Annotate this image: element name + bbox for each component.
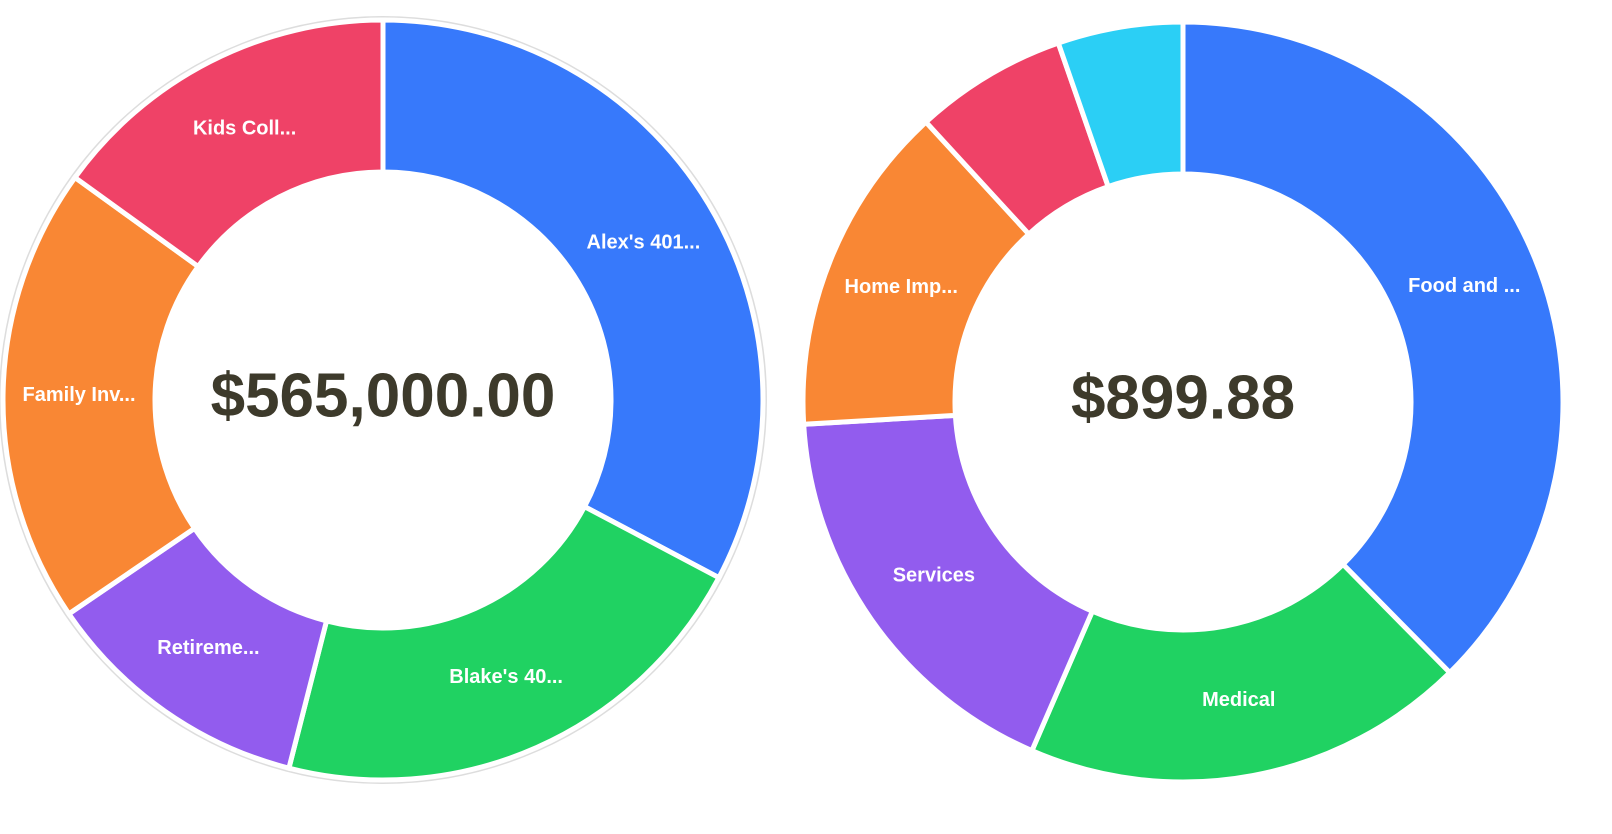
segment-label: Home Imp... <box>845 276 958 298</box>
segment-label: Kids Coll... <box>193 118 296 140</box>
segment <box>0 174 202 618</box>
segment-label: Retireme... <box>157 637 259 659</box>
segment <box>1180 19 1566 677</box>
segment <box>1055 19 1186 190</box>
segment-label: Services <box>893 565 975 587</box>
outer-ring <box>0 16 767 784</box>
segment <box>71 17 386 270</box>
segment <box>801 412 1096 754</box>
segment-label: Family Inv... <box>23 384 136 406</box>
center-total: $565,000.00 <box>211 361 556 430</box>
segment-label: Food and ... <box>1408 275 1520 297</box>
segment <box>1028 560 1454 785</box>
segment <box>285 503 723 783</box>
segment-label: Medical <box>1202 689 1275 711</box>
segment <box>380 17 766 582</box>
segment-label: Blake's 40... <box>449 666 563 688</box>
center-total: $899.88 <box>1071 363 1295 432</box>
segment-label: Alex's 401... <box>587 231 701 253</box>
